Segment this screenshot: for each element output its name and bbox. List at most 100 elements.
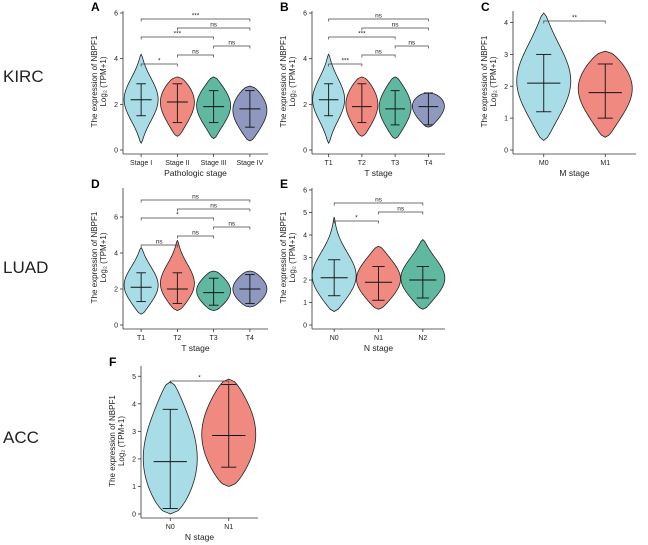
bracket-line <box>361 27 429 31</box>
bracket-line <box>361 54 396 58</box>
panel-label: C <box>481 0 490 14</box>
significance-bracket: ns <box>333 197 424 206</box>
y-tick-label: 5 <box>303 210 307 217</box>
panel-label: D <box>91 177 100 191</box>
y-tick-label: 4 <box>303 233 307 240</box>
bracket-line <box>333 202 424 206</box>
panel-b: B 0 2 4 6 The expression of NBPF1 Log₂ (TPM+1)… <box>279 0 445 178</box>
y-axis-label-line1: The expression of NBPF1 <box>480 35 489 127</box>
y-tick-label: 0 <box>114 148 118 155</box>
significance-bracket: ns <box>378 206 424 215</box>
significance-label: * <box>158 58 161 65</box>
y-tick-label: 0 <box>132 512 136 519</box>
bracket-line <box>140 199 251 203</box>
significance-label: ns <box>210 22 218 29</box>
violin-t3 <box>378 76 412 140</box>
y-tick-label: 2 <box>132 456 136 463</box>
significance-bracket: ns <box>177 230 214 239</box>
y-tick-label: 6 <box>114 11 118 18</box>
bracket-line <box>213 45 251 49</box>
y-tick-label: 6 <box>114 215 118 222</box>
bracket-line <box>394 45 429 49</box>
x-tick-label: Stage I <box>130 160 152 167</box>
row-label-kirc: KIRC <box>3 67 44 86</box>
x-tick-label: N2 <box>418 335 427 342</box>
y-axis-label-line2: Log₂ (TPM+1) <box>99 232 108 282</box>
y-tick-label: 4 <box>504 20 508 27</box>
significance-bracket: ns <box>140 239 178 248</box>
violin-t4 <box>232 270 268 308</box>
panel-label: F <box>109 355 116 369</box>
significance-label: ns <box>192 194 200 201</box>
y-tick-label: 2 <box>303 102 307 109</box>
x-tick-label: Stage IV <box>236 160 263 167</box>
y-axis-label-line2: Log₂ (TPM+1) <box>99 56 108 106</box>
y-tick-label: 3 <box>132 429 136 436</box>
significance-bracket: ns <box>361 22 429 31</box>
violin-t2 <box>345 76 379 137</box>
significance-label: ns <box>156 239 164 246</box>
y-tick-label: 1 <box>504 116 508 123</box>
y-tick-label: 6 <box>303 188 307 195</box>
x-tick-label: M1 <box>600 160 610 167</box>
significance-bracket: * <box>169 375 230 384</box>
x-axis-title: M stage <box>559 168 590 178</box>
violin-m0 <box>516 12 572 141</box>
y-tick-label: 4 <box>303 56 307 63</box>
y-axis-label-line1: The expression of NBPF1 <box>90 35 99 127</box>
significance-bracket: * <box>333 215 379 224</box>
y-tick-label: 4 <box>114 251 118 258</box>
x-axis-title: T stage <box>364 168 392 178</box>
y-tick-label: 0 <box>303 148 307 155</box>
y-axis-label-line2: Log₂ (TPM+1) <box>117 416 126 466</box>
x-tick-label: T4 <box>424 160 432 167</box>
panel-d: D 0 2 4 6 The expression of NBPF1 Log₂ (TPM+1)… <box>90 177 268 353</box>
y-tick-label: 3 <box>504 52 508 59</box>
bracket-line <box>177 27 251 31</box>
violin-stage-i <box>123 53 159 144</box>
panel-f: F 0 1 2 3 4 5 The expression of NBPF1 Log₂ (TPM+… <box>108 355 258 542</box>
significance-label: * <box>198 375 201 382</box>
significance-label: ** <box>572 15 578 22</box>
x-tick-label: N0 <box>166 524 175 531</box>
significance-bracket: *** <box>140 13 251 22</box>
significance-bracket: ns <box>361 49 396 58</box>
significance-bracket: ns <box>177 49 214 58</box>
panel-a: A 0 2 4 6 The expression of NBPF1 Log₂ (TPM+1)… <box>90 0 268 178</box>
bracket-line <box>140 36 214 40</box>
x-tick-label: T3 <box>210 335 218 342</box>
violin-n1 <box>356 245 401 310</box>
violin-n0 <box>311 216 357 312</box>
y-tick-label: 2 <box>303 278 307 285</box>
y-tick-label: 3 <box>303 255 307 262</box>
y-axis-label-line2: Log₂ (TPM+1) <box>288 56 297 106</box>
y-tick-label: 0 <box>114 323 118 330</box>
significance-label: ns <box>375 197 383 204</box>
bracket-line <box>177 235 214 239</box>
violin-n1 <box>201 378 257 487</box>
significance-bracket: *** <box>328 58 363 67</box>
significance-bracket: * <box>140 58 178 67</box>
significance-label: ns <box>192 49 200 56</box>
bracket-line <box>543 20 606 24</box>
x-tick-label: Stage II <box>165 160 189 167</box>
y-tick-label: 2 <box>504 84 508 91</box>
y-tick-label: 5 <box>132 374 136 381</box>
violin-n0 <box>142 381 198 515</box>
violin-t3 <box>196 270 232 312</box>
y-tick-label: 1 <box>132 484 136 491</box>
bracket-line <box>140 217 214 221</box>
x-tick-label: N1 <box>374 335 383 342</box>
significance-label: ns <box>392 22 400 29</box>
x-axis-title: Pathologic stage <box>164 168 227 178</box>
significance-label: *** <box>358 31 366 38</box>
y-axis-label-line2: Log₂ (TPM+1) <box>288 232 297 282</box>
row-label-luad: LUAD <box>3 258 48 277</box>
significance-label: * <box>355 215 358 222</box>
y-tick-label: 4 <box>114 56 118 63</box>
panel-label: B <box>280 0 289 14</box>
y-axis-label-line1: The expression of NBPF1 <box>279 211 288 303</box>
bracket-line <box>140 63 178 67</box>
y-axis-label-line2: Log₂ (TPM+1) <box>489 56 498 106</box>
